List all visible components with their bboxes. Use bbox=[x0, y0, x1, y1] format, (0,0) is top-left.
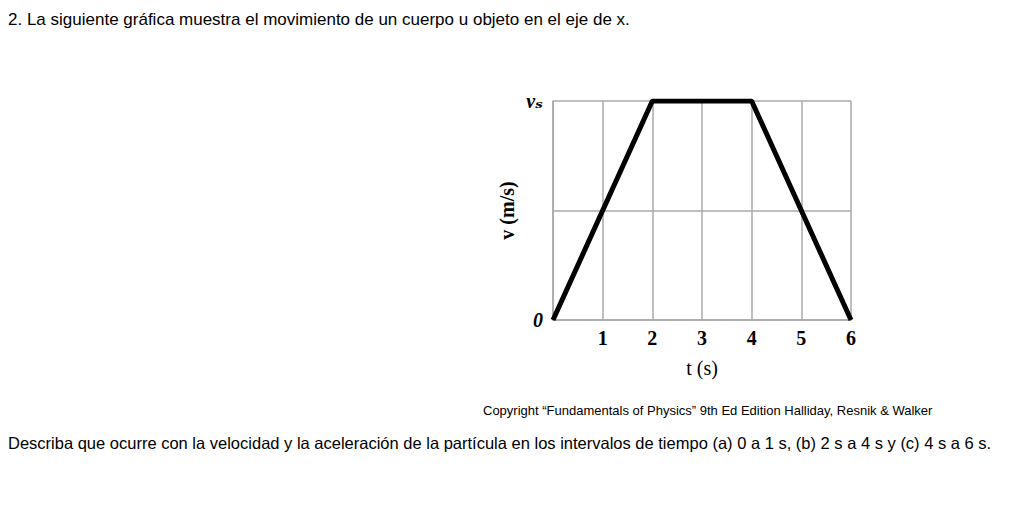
svg-text:0: 0 bbox=[533, 309, 543, 331]
svg-text:1: 1 bbox=[598, 327, 608, 349]
svg-text:4: 4 bbox=[747, 327, 757, 349]
svg-text:2: 2 bbox=[647, 327, 657, 349]
html-text:2. La siguiente gráfica muestr: 2. La siguiente gráfica muestra el movim… bbox=[8, 10, 630, 29]
html-text:Copyright “Fundamentals of Phy: Copyright “Fundamentals of Physics” 9th … bbox=[483, 403, 933, 418]
svg-text:vₛ: vₛ bbox=[526, 90, 543, 112]
svg-text:t (s): t (s) bbox=[686, 357, 718, 380]
svg-text:5: 5 bbox=[796, 327, 806, 349]
svg-text:3: 3 bbox=[697, 327, 707, 349]
svg-text:v (m/s): v (m/s) bbox=[496, 181, 519, 239]
svg-text:6: 6 bbox=[846, 327, 856, 349]
html-text:Describa que ocurre con la vel: Describa que ocurre con la velocidad y l… bbox=[8, 434, 992, 452]
